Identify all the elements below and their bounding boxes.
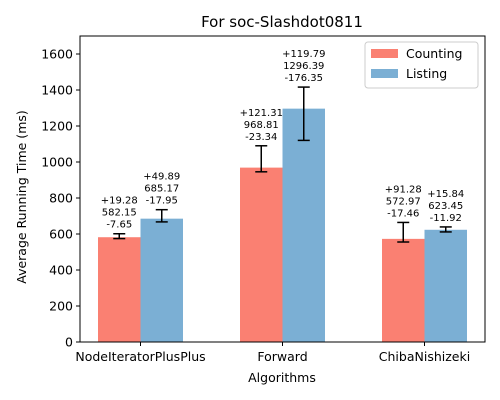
y-tick-label: 0 [65, 335, 73, 350]
plot-area: 0 200 400 600 800 1000 1200 1400 1600 +19.28582.1… [41, 35, 486, 364]
x-tick-label: ChibaNishizeki [379, 349, 470, 364]
bar-annotation: 1296.39 [283, 61, 324, 72]
y-tick-label: 600 [49, 227, 73, 242]
bar-annotation: +19.28 [101, 196, 138, 207]
bar-listing [424, 229, 467, 342]
bar-annotation: +91.28 [385, 184, 422, 195]
legend-label-listing: Listing [406, 66, 447, 81]
legend: Counting Listing [364, 41, 479, 89]
bar-annotation: 968.81 [244, 120, 279, 131]
bar-annotation: -17.95 [146, 196, 178, 207]
bar-listing [282, 108, 325, 342]
bar-annotation: +49.89 [143, 172, 180, 183]
legend-swatch-listing [371, 69, 398, 78]
y-tick-label: 400 [49, 263, 73, 278]
y-tick-label: 800 [49, 191, 73, 206]
bar-annotation: 685.17 [144, 184, 179, 195]
bar-annotation: 582.15 [102, 208, 137, 219]
chart-title: For soc-Slashdot0811 [201, 13, 363, 31]
y-tick-label: 1200 [41, 119, 73, 134]
x-tick-label: Forward [257, 349, 307, 364]
bar-annotation: -7.65 [106, 220, 132, 231]
legend-swatch-counting [371, 49, 398, 58]
y-tick-label: 1000 [41, 155, 73, 170]
bar-counting [382, 238, 425, 342]
bar-annotation: +121.31 [240, 108, 283, 119]
bar-annotation: -17.46 [387, 208, 419, 219]
bar-annotation: -176.35 [284, 73, 323, 84]
y-tick-label: 1600 [41, 47, 73, 62]
bar-annotation: 623.45 [428, 201, 463, 212]
bar-annotation: -11.92 [430, 213, 462, 224]
plot-frame [79, 35, 486, 343]
bar-annotation: +119.79 [282, 49, 325, 60]
bar-annotation: -23.34 [245, 132, 277, 143]
y-tick-label: 200 [49, 299, 73, 314]
bar-counting [98, 237, 141, 342]
bar-counting [240, 167, 283, 342]
legend-label-counting: Counting [406, 46, 462, 61]
bar-annotation: 572.97 [386, 196, 421, 207]
bar-listing [140, 218, 183, 342]
y-axis-title: Average Running Time (ms) [14, 110, 29, 284]
y-tick-label: 1400 [41, 83, 73, 98]
bar-annotation: +15.84 [427, 189, 464, 200]
x-axis-title: Algorithms [248, 370, 316, 385]
x-tick-label: NodeIteratorPlusPlus [75, 349, 205, 364]
